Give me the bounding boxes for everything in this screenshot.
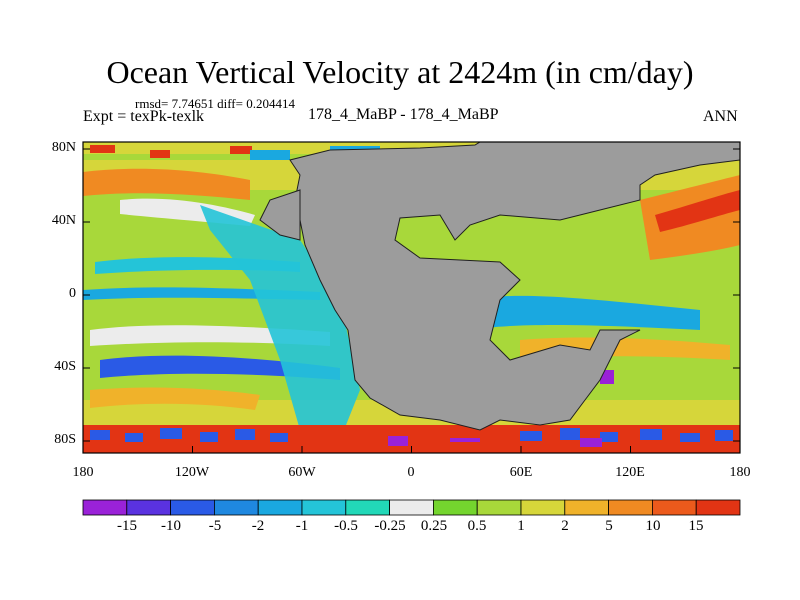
colorbar-box [170, 499, 215, 516]
colorbar-box [564, 499, 609, 516]
lon-label-0: 0 [407, 465, 415, 480]
colorbar-box [345, 499, 390, 516]
colorbar-box [432, 499, 478, 516]
chart-title: Ocean Vertical Velocity at 2424m (in cm/… [106, 54, 694, 90]
land-masses [259, 142, 740, 431]
colorbar-label: -1 [295, 518, 309, 534]
colorbar-label: -2 [251, 518, 265, 534]
south-pacific-orange [90, 387, 260, 410]
colorbar-box [520, 499, 566, 516]
colorbar-box [476, 499, 522, 516]
colorbar-box [389, 499, 434, 516]
lon-label-180e: 180 [729, 465, 751, 480]
colorbar-label: 0.5 [467, 518, 487, 534]
lon-label-180w: 180 [72, 465, 94, 480]
colorbar-label: 1 [517, 518, 525, 534]
continents-land [289, 142, 740, 431]
season-label: ANN [703, 108, 738, 125]
colorbar-label: -5 [208, 518, 222, 534]
colorbar-box [652, 499, 697, 516]
colorbar-box [301, 499, 347, 516]
map-panel [83, 142, 740, 453]
colorbar-label: 10 [645, 518, 661, 534]
colorbar-box [213, 499, 259, 516]
lat-label-40n: 40N [51, 213, 76, 228]
colorbar-box [82, 499, 128, 516]
coastal-land-block [259, 189, 301, 241]
colorbar-label: 0.25 [420, 518, 448, 534]
lat-label-40s: 40S [54, 359, 76, 374]
lon-label-60e: 60E [509, 465, 533, 480]
colorbar-label: -0.25 [374, 518, 406, 534]
southern-ocean-red-strip [440, 442, 550, 449]
colorbar-label: 5 [605, 518, 613, 534]
lon-label-60w: 60W [288, 465, 316, 480]
lon-tick-marks [82, 446, 741, 453]
colorbar-label: -15 [117, 518, 137, 534]
colorbar-label: -0.5 [334, 518, 358, 534]
indian-ocean-blue [470, 295, 700, 330]
lat-label-eq: 0 [69, 286, 76, 301]
colorbar-box [126, 499, 172, 516]
colorbar-label: -10 [161, 518, 181, 534]
south-pacific-blue [100, 355, 340, 380]
colorbar [82, 499, 741, 516]
lat-label-80n: 80N [51, 140, 76, 155]
north-pacific-warm [83, 168, 250, 200]
colorbar-box [257, 499, 303, 516]
case-comparison-label: 178_4_MaBP - 178_4_MaBP [308, 106, 499, 123]
lat-label-80s: 80S [54, 432, 76, 447]
lon-label-120e: 120E [615, 465, 645, 480]
rmsd-diff-stats: rmsd= 7.74651 diff= 0.204414 [135, 96, 295, 111]
colorbar-label: 2 [561, 518, 569, 534]
colorbar-label: 15 [688, 518, 704, 534]
southern-ocean-blue-cells [90, 428, 733, 442]
eastern-pacific-cyan [200, 205, 360, 440]
colorbar-box [608, 499, 653, 516]
experiment-label: Expt = texPk-texlk [83, 108, 205, 125]
colorbar-box [695, 499, 741, 516]
western-boundary-red [655, 190, 740, 232]
lon-label-120w: 120W [174, 465, 210, 480]
lat-tick-marks [83, 148, 740, 442]
